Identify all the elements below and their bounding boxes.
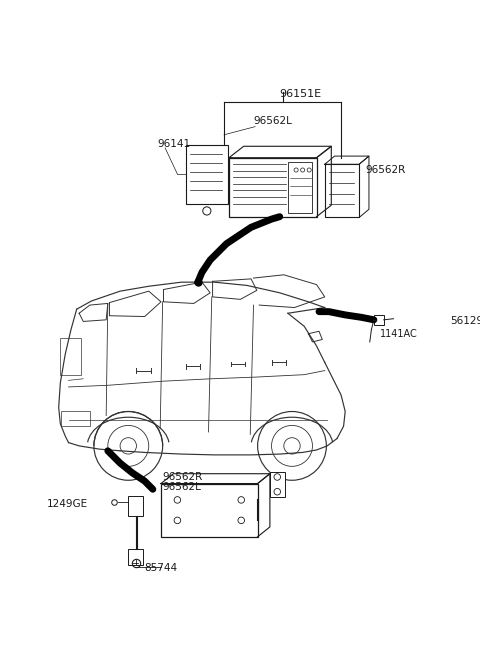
Text: 96141: 96141 [157,139,190,149]
Text: 1249GE: 1249GE [47,499,87,509]
Bar [61,411,90,426]
Bar [288,162,312,213]
Text: 96562R: 96562R [366,165,406,175]
Bar [128,549,143,565]
Bar [325,164,359,218]
Text: 1141AC: 1141AC [380,329,417,338]
Bar [229,157,316,216]
Text: 96562R: 96562R [163,472,203,482]
Text: 96562L: 96562L [163,482,202,492]
Bar [161,483,258,537]
Text: 96562L: 96562L [253,116,292,126]
Bar [270,472,285,497]
Text: 85744: 85744 [144,563,178,573]
Bar [60,338,81,375]
Bar [186,146,228,205]
Text: 96151E: 96151E [280,89,322,99]
Text: 56129: 56129 [450,316,480,327]
Bar [128,496,143,516]
Bar [374,315,384,325]
